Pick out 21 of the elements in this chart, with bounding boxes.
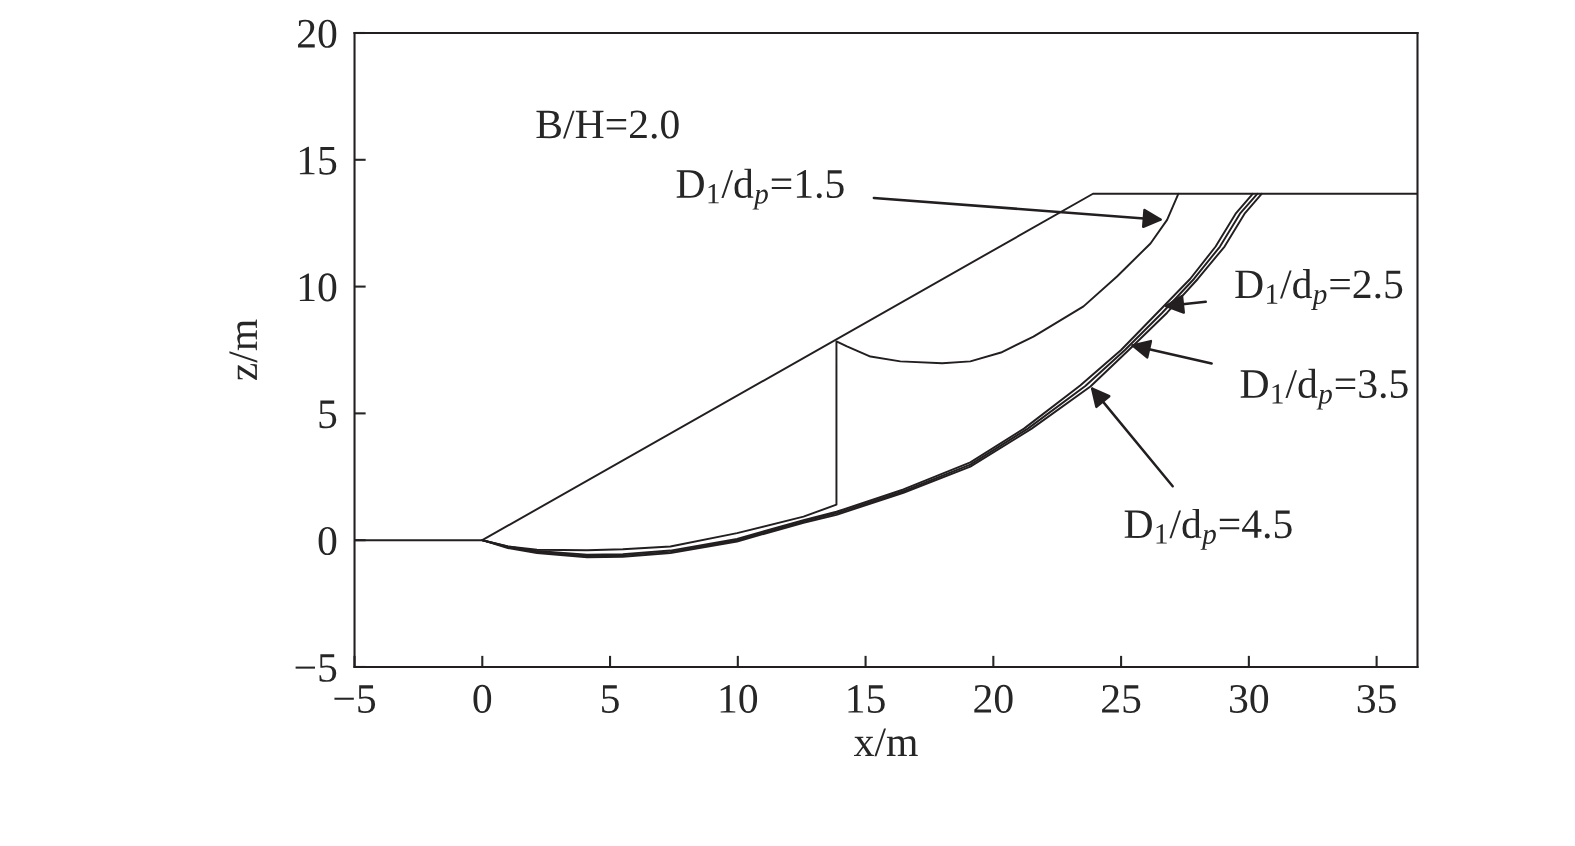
x-tick-label: 0	[473, 684, 492, 713]
y-tick-label: 5	[319, 400, 337, 429]
y-axis-title: z/m	[229, 319, 258, 381]
x-tick-label: 5	[602, 685, 619, 713]
annotation: D$_{1}$/d$_{p}$=1.5	[676, 168, 844, 210]
x-tick-label: 35	[1357, 684, 1396, 713]
x-tick-label: 25	[1102, 684, 1141, 713]
x-tick-label: 20	[974, 684, 1013, 713]
y-tick-label: −5	[295, 654, 337, 682]
x-tick-label: 30	[1230, 684, 1269, 713]
annotation: D$_{1}$/d$_{p}$=4.5	[1124, 508, 1292, 550]
y-tick-label: 0	[318, 526, 337, 556]
x-tick-label: 10	[720, 684, 758, 713]
x-axis-title: x/m	[853, 728, 918, 757]
annotation: D$_{1}$/d$_{p}$=2.5	[1235, 269, 1403, 310]
y-tick-label: 10	[299, 273, 337, 302]
annotation: D$_{1}$/d$_{p}$=3.5	[1240, 368, 1408, 410]
annotation: B/H=2.0	[536, 110, 679, 139]
y-tick-label: 20	[298, 19, 337, 48]
y-tick-label: 15	[299, 146, 337, 175]
x-tick-label: 15	[848, 685, 885, 713]
